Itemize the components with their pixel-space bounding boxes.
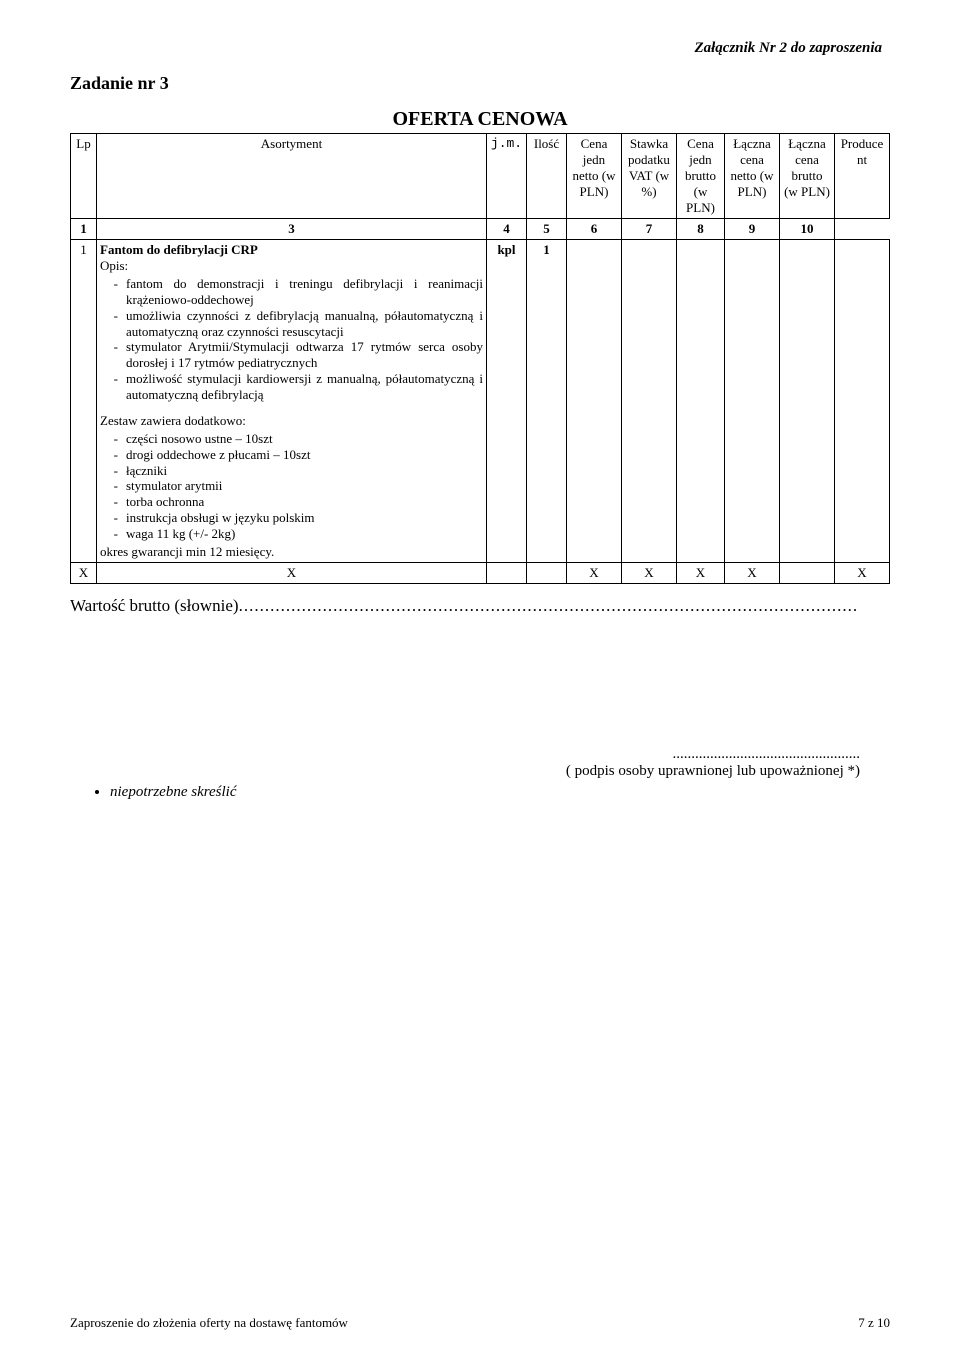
summary-row: X X X X X X X (71, 562, 890, 583)
item-lcn (725, 240, 780, 563)
item-vat (622, 240, 677, 563)
num-6: 6 (567, 219, 622, 240)
opis-item: możliwość stymulacji kardiowersji z manu… (118, 371, 483, 403)
col-prod: Produce nt (835, 134, 890, 219)
item-ilosc: 1 (527, 240, 567, 563)
opis-list: fantom do demonstracji i treningu defibr… (118, 276, 483, 403)
sum-cjb: X (677, 562, 725, 583)
sum-cjn: X (567, 562, 622, 583)
num-3: 3 (97, 219, 487, 240)
col-cjb: Cena jedn brutto (w PLN) (677, 134, 725, 219)
sum-lcb (780, 562, 835, 583)
sum-lcn: X (725, 562, 780, 583)
col-jm: j.m. (487, 134, 527, 219)
signature-text: ( podpis osoby uprawnionej lub upoważnio… (566, 763, 860, 779)
col-ilosc: Ilość (527, 134, 567, 219)
col-vat: Stawka podatku VAT (w %) (622, 134, 677, 219)
sum-ilosc (527, 562, 567, 583)
set-list: części nosowo ustne – 10szt drogi oddech… (118, 431, 483, 542)
num-8: 8 (677, 219, 725, 240)
col-lcb: Łączna cena brutto (w PLN) (780, 134, 835, 219)
footer: Zaproszenie do złożenia oferty na dostaw… (70, 1315, 890, 1331)
wartosc-label: Wartość brutto (słownie) (70, 596, 239, 615)
col-lp: Lp (71, 134, 97, 219)
task-title: Zadanie nr 3 (70, 73, 890, 94)
col-lcn: Łączna cena netto (w PLN) (725, 134, 780, 219)
item-lcb (780, 240, 835, 563)
set-item: drogi oddechowe z płucami – 10szt (118, 447, 483, 463)
sum-asort: X (97, 562, 487, 583)
num-10: 10 (780, 219, 835, 240)
offer-title: OFERTA CENOWA (70, 108, 890, 131)
attachment-header: Załącznik Nr 2 do zaproszenia (70, 40, 890, 57)
offer-table: Lp Asortyment j.m. Ilość Cena jedn netto… (70, 133, 890, 584)
num-7: 7 (622, 219, 677, 240)
item-cjn (567, 240, 622, 563)
bullet-block: niepotrzebne skreślić (70, 784, 890, 801)
sum-lp: X (71, 562, 97, 583)
item-jm: kpl (487, 240, 527, 563)
warranty-text: okres gwarancji min 12 miesięcy. (100, 544, 274, 559)
sum-vat: X (622, 562, 677, 583)
num-1: 1 (71, 219, 97, 240)
set-item: torba ochronna (118, 494, 483, 510)
item-cjb (677, 240, 725, 563)
wartosc-line: Wartość brutto (słownie)................… (70, 596, 890, 616)
num-4: 4 (487, 219, 527, 240)
bullet-text: niepotrzebne skreślić (110, 784, 890, 801)
item-row: 1 Fantom do defibrylacji CRP Opis: fanto… (71, 240, 890, 563)
set-item: stymulator arytmii (118, 478, 483, 494)
item-number: 1 (71, 240, 97, 563)
opis-item: stymulator Arytmii/Stymulacji odtwarza 1… (118, 339, 483, 371)
item-prod (835, 240, 890, 563)
col-asort: Asortyment (97, 134, 487, 219)
header-row: Lp Asortyment j.m. Ilość Cena jedn netto… (71, 134, 890, 219)
set-item: łączniki (118, 463, 483, 479)
set-item: waga 11 kg (+/- 2kg) (118, 526, 483, 542)
footer-right: 7 z 10 (858, 1315, 890, 1331)
wartosc-dots: ........................................… (239, 596, 859, 615)
num-5: 5 (527, 219, 567, 240)
item-description-cell: Fantom do defibrylacji CRP Opis: fantom … (97, 240, 487, 563)
set-item: instrukcja obsługi w języku polskim (118, 510, 483, 526)
set-title: Zestaw zawiera dodatkowo: (100, 413, 483, 429)
num-9: 9 (725, 219, 780, 240)
item-title: Fantom do defibrylacji CRP (100, 242, 258, 257)
opis-label: Opis: (100, 258, 128, 273)
sum-prod: X (835, 562, 890, 583)
signature-block: ........................................… (70, 746, 890, 780)
signature-dots: ........................................… (673, 746, 861, 762)
sum-jm (487, 562, 527, 583)
opis-item: umożliwia czynności z defibrylacją manua… (118, 308, 483, 340)
number-row: 1 3 4 5 6 7 8 9 10 (71, 219, 890, 240)
opis-item: fantom do demonstracji i treningu defibr… (118, 276, 483, 308)
footer-left: Zaproszenie do złożenia oferty na dostaw… (70, 1315, 348, 1331)
set-item: części nosowo ustne – 10szt (118, 431, 483, 447)
col-cjn: Cena jedn netto (w PLN) (567, 134, 622, 219)
